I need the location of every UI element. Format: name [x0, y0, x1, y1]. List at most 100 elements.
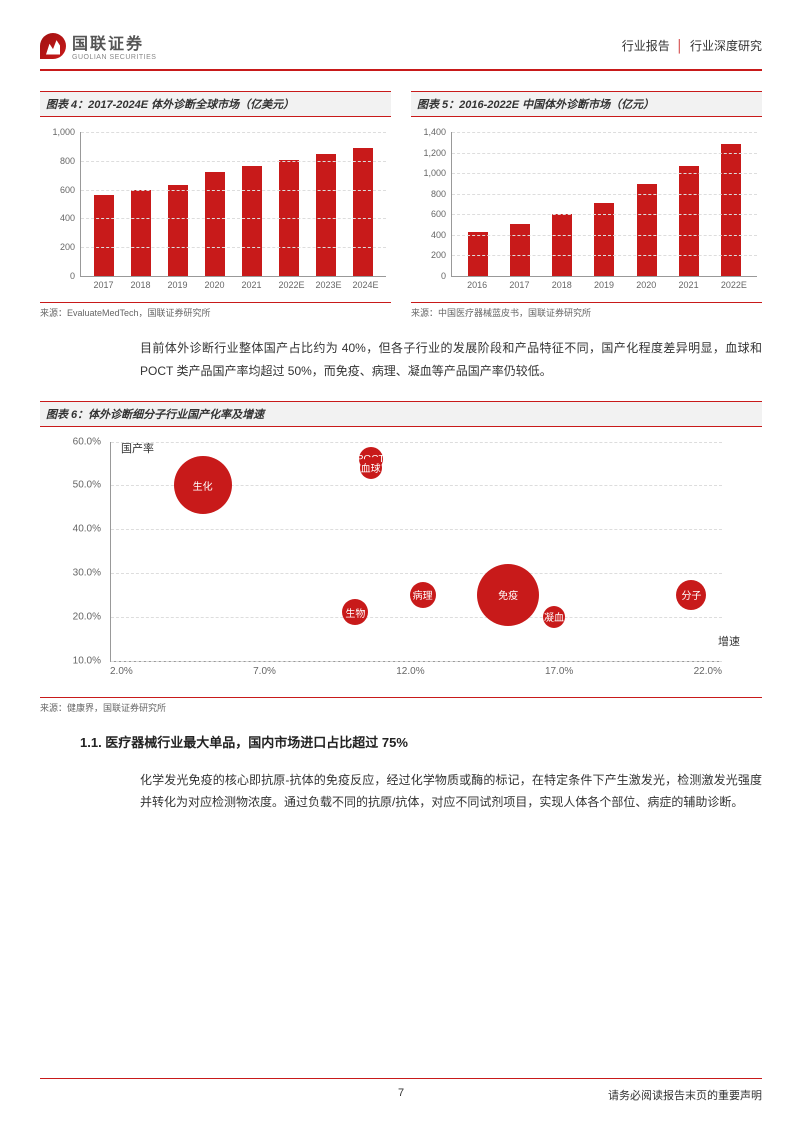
- page-header: 国联证券 GUOLIAN SECURITIES 行业报告 │ 行业深度研究: [40, 30, 762, 71]
- gridline: [452, 173, 757, 174]
- y-tick-label: 600: [431, 209, 446, 219]
- logo-chinese: 国联证券: [72, 30, 156, 54]
- x-tick-label: 2022E: [279, 280, 299, 290]
- bubble-分子: 分子: [676, 580, 706, 610]
- logo-icon: [40, 33, 66, 59]
- y-tick-label: 50.0%: [73, 480, 101, 491]
- x-tick-label: 2016: [467, 280, 487, 290]
- y-tick-label: 1,000: [52, 127, 75, 137]
- x-tick-label: 2020: [205, 280, 225, 290]
- y-tick-label: 800: [60, 156, 75, 166]
- chart-5-source: 来源：中国医疗器械蓝皮书，国联证券研究所: [411, 302, 762, 319]
- chart-5-plot: 02004006008001,0001,2001,400: [451, 132, 757, 277]
- y-tick-label: 600: [60, 185, 75, 195]
- chart-6-area: 国产率 增速 10.0%20.0%30.0%40.0%50.0%60.0% 生化…: [40, 427, 762, 697]
- x-tick-label: 12.0%: [396, 666, 424, 677]
- bar: [552, 214, 572, 276]
- x-tick-label: 2018: [131, 280, 151, 290]
- x-tick-label: 2019: [594, 280, 614, 290]
- chart-5-area: 02004006008001,0001,2001,400 2016 2017 201…: [411, 117, 762, 302]
- y-tick-label: 30.0%: [73, 567, 101, 578]
- chart-6-container: 图表 6：体外诊断细分子行业国产化率及增速 国产率 增速 10.0%20.0%3…: [40, 401, 762, 714]
- gridline: [111, 573, 722, 574]
- x-tick-label: 2017: [509, 280, 529, 290]
- gridline: [452, 132, 757, 133]
- chart-6-title: 图表 6：体外诊断细分子行业国产化率及增速: [40, 401, 762, 427]
- x-tick-label: 2023E: [316, 280, 336, 290]
- y-tick-label: 1,400: [423, 127, 446, 137]
- gridline: [81, 190, 386, 191]
- bar: [510, 224, 530, 276]
- bubble-生物: 生物: [342, 599, 368, 625]
- chart-4-source: 来源：EvaluateMedTech，国联证券研究所: [40, 302, 391, 319]
- bar: [168, 185, 188, 276]
- chart-4-area: 02004006008001,000 201720182019202020212…: [40, 117, 391, 302]
- gridline: [452, 255, 757, 256]
- x-tick-label: 2024E: [353, 280, 373, 290]
- gridline: [81, 247, 386, 248]
- x-tick-label: 2022E: [721, 280, 741, 290]
- bar: [679, 166, 699, 276]
- paragraph-2: 化学发光免疫的核心即抗原-抗体的免疫反应，经过化学物质或酶的标记，在特定条件下产…: [140, 769, 762, 815]
- x-tick-label: 22.0%: [694, 666, 722, 677]
- gridline: [452, 235, 757, 236]
- bar: [242, 166, 262, 276]
- separator-icon: │: [676, 39, 684, 53]
- gridline: [452, 194, 757, 195]
- x-tick-label: 7.0%: [253, 666, 276, 677]
- chart-5-title: 图表 5：2016-2022E 中国体外诊断市场（亿元）: [411, 91, 762, 117]
- y-tick-label: 200: [60, 242, 75, 252]
- chart-4-title: 图表 4：2017-2024E 体外诊断全球市场（亿美元）: [40, 91, 391, 117]
- page-footer: 7 请务必阅读报告末页的重要声明: [40, 1078, 762, 1103]
- x-tick-label: 2017: [94, 280, 114, 290]
- chart-5-container: 图表 5：2016-2022E 中国体外诊断市场（亿元） 02004006008…: [411, 91, 762, 319]
- gridline: [81, 132, 386, 133]
- bar: [468, 232, 488, 276]
- gridline: [81, 161, 386, 162]
- header-category-right: 行业深度研究: [690, 39, 762, 53]
- y-tick-label: 60.0%: [73, 436, 101, 447]
- x-axis-title: 增速: [718, 633, 740, 649]
- x-tick-label: 2.0%: [110, 666, 133, 677]
- y-tick-label: 200: [431, 250, 446, 260]
- gridline: [81, 218, 386, 219]
- y-tick-label: 400: [60, 213, 75, 223]
- bubble-血球: 血球: [360, 457, 382, 479]
- gridline: [111, 442, 722, 443]
- chart-6-source: 来源：健康界，国联证券研究所: [40, 697, 762, 714]
- x-tick-label: 2021: [242, 280, 262, 290]
- y-tick-label: 800: [431, 189, 446, 199]
- y-tick-label: 0: [70, 271, 75, 281]
- bubble-生化: 生化: [174, 456, 232, 514]
- bar: [637, 184, 657, 276]
- footer-disclaimer: 请务必阅读报告末页的重要声明: [608, 1087, 762, 1103]
- chart-4-container: 图表 4：2017-2024E 体外诊断全球市场（亿美元） 0200400600…: [40, 91, 391, 319]
- bar: [205, 172, 225, 276]
- y-tick-label: 400: [431, 230, 446, 240]
- gridline: [452, 214, 757, 215]
- x-tick-label: 2020: [636, 280, 656, 290]
- y-tick-label: 1,200: [423, 148, 446, 158]
- paragraph-1: 目前体外诊断行业整体国产占比约为 40%，但各子行业的发展阶段和产品特征不同，国…: [140, 337, 762, 383]
- gridline: [452, 153, 757, 154]
- header-category: 行业报告 │ 行业深度研究: [622, 37, 762, 54]
- y-tick-label: 20.0%: [73, 611, 101, 622]
- chart-6-plot: 国产率 增速 10.0%20.0%30.0%40.0%50.0%60.0% 生化…: [110, 442, 722, 662]
- chart-4-plot: 02004006008001,000: [80, 132, 386, 277]
- bar: [94, 195, 114, 276]
- gridline: [111, 661, 722, 662]
- y-tick-label: 40.0%: [73, 524, 101, 535]
- section-1-1-title: 1.1. 医疗器械行业最大单品，国内市场进口占比超过 75%: [80, 732, 762, 751]
- bar: [131, 190, 151, 276]
- header-category-left: 行业报告: [622, 39, 670, 53]
- gridline: [111, 529, 722, 530]
- bar: [316, 154, 336, 276]
- y-tick-label: 1,000: [423, 168, 446, 178]
- page-number: 7: [398, 1087, 404, 1099]
- x-tick-label: 2019: [168, 280, 188, 290]
- x-tick-label: 17.0%: [545, 666, 573, 677]
- bar: [353, 148, 373, 276]
- gridline: [111, 617, 722, 618]
- x-tick-label: 2021: [679, 280, 699, 290]
- bubble-病理: 病理: [410, 582, 436, 608]
